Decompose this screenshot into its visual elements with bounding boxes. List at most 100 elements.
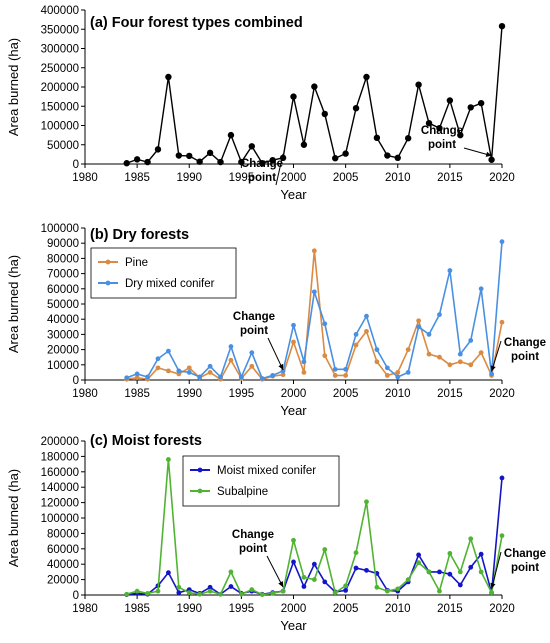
- data-point: [166, 348, 171, 354]
- x-tick-label: 1985: [124, 603, 150, 615]
- data-point: [416, 560, 421, 566]
- y-tick-label: 160000: [41, 467, 79, 479]
- data-point: [134, 375, 140, 381]
- panel-title: (c) Moist forests: [90, 433, 202, 449]
- x-tick-label: 2020: [489, 172, 515, 184]
- data-point: [374, 347, 380, 352]
- y-axis-label: Area burned (ha): [6, 38, 21, 136]
- change-point-label-line: point: [240, 325, 268, 337]
- data-point: [176, 590, 182, 596]
- change-point-label-line: point: [511, 351, 539, 363]
- x-tick-label: 2000: [281, 172, 307, 184]
- x-tick-label: 2015: [437, 172, 463, 184]
- data-point: [228, 569, 234, 575]
- data-point: [364, 328, 369, 334]
- data-point: [394, 154, 401, 162]
- data-point: [280, 368, 286, 374]
- x-tick-label: 1990: [176, 172, 202, 184]
- data-point: [457, 359, 463, 365]
- data-point: [478, 551, 484, 557]
- data-point: [384, 365, 390, 371]
- data-point: [300, 141, 308, 148]
- data-point: [332, 590, 338, 596]
- data-point: [311, 83, 318, 90]
- data-point: [228, 344, 234, 349]
- x-tick-label: 1990: [176, 603, 202, 615]
- data-point: [343, 587, 349, 593]
- change-point-label: Change point: [233, 311, 275, 337]
- data-point: [477, 99, 485, 107]
- data-point: [166, 570, 171, 576]
- data-point: [457, 569, 463, 575]
- data-point: [175, 152, 183, 159]
- data-point: [437, 354, 442, 360]
- data-point: [426, 332, 432, 337]
- change-point-label-line: point: [428, 139, 456, 151]
- x-tick-label: 2020: [489, 388, 515, 400]
- change-point-label: Change point: [241, 158, 283, 184]
- x-tick-label: 2000: [281, 388, 307, 400]
- data-point: [206, 149, 214, 157]
- data-point: [218, 591, 223, 597]
- data-point: [384, 588, 390, 594]
- data-point: [207, 363, 213, 369]
- data-point: [155, 588, 161, 594]
- data-point: [186, 152, 193, 160]
- x-tick-label: 2010: [385, 388, 411, 400]
- y-tick-label: 20000: [47, 345, 79, 357]
- data-point: [134, 588, 140, 594]
- data-point: [259, 376, 265, 381]
- change-point-arrowhead: [490, 582, 496, 589]
- y-tick-label: 70000: [47, 269, 79, 281]
- y-tick-label: 0: [73, 590, 79, 602]
- x-tick-label: 1995: [229, 603, 255, 615]
- data-point: [467, 104, 474, 111]
- x-tick-label: 1995: [229, 172, 255, 184]
- data-point: [352, 104, 360, 112]
- data-point: [207, 584, 213, 590]
- data-point: [301, 584, 307, 589]
- data-point: [373, 134, 381, 142]
- y-tick-label: 400000: [41, 5, 79, 17]
- data-point: [478, 286, 484, 292]
- data-point: [437, 588, 442, 594]
- data-point: [301, 574, 307, 580]
- y-tick-label: 100000: [41, 513, 79, 525]
- data-point: [134, 371, 140, 377]
- x-tick-label: 1985: [124, 388, 150, 400]
- y-tick-label: 120000: [41, 498, 79, 510]
- data-point: [353, 565, 359, 571]
- y-tick-label: 40000: [47, 559, 79, 571]
- y-axis-label: Area burned (ha): [6, 255, 21, 353]
- data-point: [468, 338, 474, 343]
- data-point: [290, 93, 297, 100]
- data-point: [447, 268, 453, 273]
- data-point: [489, 371, 494, 377]
- y-tick-label: 150000: [41, 101, 79, 113]
- data-point: [123, 160, 130, 167]
- legend: Moist mixed conifer Subalpine: [182, 455, 340, 507]
- data-point: [364, 499, 369, 505]
- x-axis-label: Year: [280, 618, 307, 633]
- data-point: [395, 586, 401, 592]
- data-point: [186, 370, 192, 375]
- legend-entry: Moist mixed conifer: [217, 465, 316, 477]
- data-point: [322, 321, 328, 327]
- x-tick-label: 1985: [124, 172, 150, 184]
- x-axis-label: Year: [280, 403, 307, 418]
- data-point: [468, 536, 474, 542]
- data-point: [249, 350, 255, 356]
- data-point: [238, 158, 245, 166]
- change-point-label-line: Change: [504, 337, 546, 349]
- data-point: [332, 366, 338, 372]
- y-tick-label: 40000: [47, 314, 79, 326]
- legend-marker: [197, 467, 203, 473]
- data-point: [332, 155, 339, 162]
- data-point: [395, 370, 401, 375]
- y-tick-label: 0: [73, 159, 79, 171]
- change-point-label: Change point: [504, 337, 546, 363]
- y-tick-label: 10000: [47, 360, 79, 372]
- data-point: [197, 374, 203, 380]
- data-point: [457, 582, 463, 588]
- panel-1: 0 50000 100000 150000 200000 250000 300000 3500…: [6, 5, 515, 202]
